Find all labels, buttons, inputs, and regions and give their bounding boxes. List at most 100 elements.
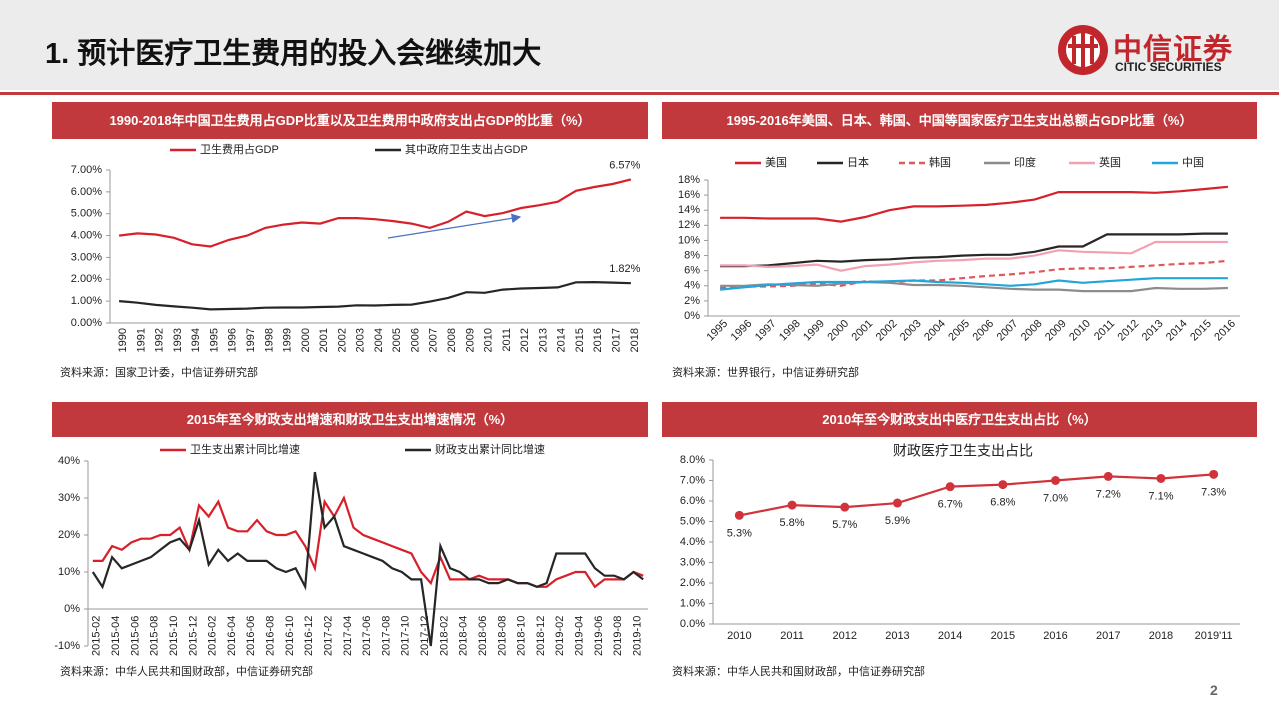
value-label: 6.7% — [938, 499, 963, 511]
legend-label: 韩国 — [929, 155, 951, 169]
value-label: 7.2% — [1096, 488, 1121, 500]
x-tick-label: 2016-06 — [245, 616, 257, 656]
x-tick-label: 2015-02 — [91, 616, 103, 656]
x-tick-label: 2019-10 — [631, 616, 643, 656]
x-tick-label: 1993 — [172, 328, 184, 352]
point — [945, 482, 955, 492]
x-tick-label: 1998 — [777, 318, 803, 344]
x-tick-label: 2018-10 — [516, 616, 528, 656]
legend-label: 中国 — [1182, 156, 1204, 169]
x-tick-label: 2015-10 — [168, 616, 180, 656]
x-tick-label: 2010 — [727, 630, 751, 642]
x-tick-label: 2004 — [922, 318, 948, 344]
x-tick-label: 2006 — [970, 318, 996, 344]
series-line — [118, 178, 632, 248]
y-tick-label: 1.0% — [680, 597, 705, 609]
x-tick-label: 2002 — [874, 318, 900, 344]
x-tick-label: 2009 — [464, 328, 476, 352]
y-tick-label: 8.0% — [680, 454, 705, 466]
x-tick-label: 2017-02 — [322, 616, 334, 656]
value-label: 7.0% — [1043, 492, 1068, 504]
x-tick-label: 2018-02 — [438, 616, 450, 656]
series-line — [720, 280, 1228, 293]
x-tick-label: 2017-08 — [380, 616, 392, 656]
y-tick-label: 5.0% — [680, 515, 705, 527]
x-tick-label: 2011 — [1092, 318, 1117, 343]
x-tick-label: 2008 — [446, 328, 458, 352]
x-tick-label: 2019-06 — [593, 616, 605, 656]
y-tick-label: 0.0% — [680, 618, 705, 630]
x-tick-label: 2001 — [318, 328, 330, 352]
y-tick-label: 0% — [684, 310, 700, 322]
header-rule — [0, 92, 1279, 95]
y-tick-label: 10% — [58, 566, 80, 578]
x-tick-label: 1992 — [154, 328, 166, 352]
series-line — [91, 471, 644, 647]
x-tick-label: 1996 — [227, 328, 239, 352]
x-tick-label: 2016 — [1043, 630, 1067, 642]
point — [998, 480, 1008, 490]
x-tick-label: 2015 — [991, 630, 1015, 642]
x-tick-label: 1999 — [801, 318, 827, 344]
x-tick-label: 1996 — [729, 318, 755, 344]
x-tick-label: 2015 — [574, 328, 586, 352]
x-tick-label: 2012 — [519, 328, 531, 352]
y-tick-label: 7.00% — [71, 164, 102, 176]
x-tick-label: 2009 — [1043, 318, 1069, 344]
point — [734, 510, 744, 520]
chart-title: 2015年至今财政支出增速和财政卫生支出增速情况（%） — [52, 402, 648, 437]
point — [787, 500, 797, 510]
x-tick-label: 2018 — [629, 328, 641, 352]
x-tick-label: 2015-06 — [129, 616, 141, 656]
legend-label: 财政支出累计同比增速 — [435, 442, 545, 456]
legend-label: 英国 — [1099, 155, 1121, 169]
y-tick-label: 4.00% — [71, 229, 102, 241]
y-tick-label: 6.0% — [680, 495, 705, 507]
x-tick-label: 2014 — [556, 328, 568, 352]
x-tick-label: 1995 — [208, 328, 220, 352]
x-tick-label: 2004 — [373, 328, 385, 352]
y-tick-label: 2.0% — [680, 577, 705, 589]
x-tick-label: 2018-06 — [477, 616, 489, 656]
x-tick-label: 2016 — [592, 328, 604, 352]
x-tick-label: 2011 — [780, 630, 804, 642]
source: 资料来源：中华人民共和国财政部，中信证券研究部 — [672, 666, 925, 678]
x-tick-label: 2019'11 — [1195, 630, 1233, 642]
value-label: 7.3% — [1201, 486, 1226, 498]
x-tick-label: 2017-04 — [342, 616, 354, 656]
y-tick-label: 14% — [678, 204, 700, 216]
y-tick-label: 3.0% — [680, 556, 705, 568]
trend-arrow — [387, 213, 522, 239]
legend-label: 卫生支出累计同比增速 — [190, 442, 300, 456]
x-tick-label: 2016 — [1212, 318, 1238, 344]
value-label: 6.57% — [609, 159, 640, 171]
x-tick-label: 1991 — [135, 328, 147, 352]
logo-en: CITIC SECURITIES — [1115, 60, 1222, 74]
x-tick-label: 2001 — [850, 318, 876, 344]
y-tick-label: 6% — [684, 265, 700, 277]
source: 资料来源：世界银行，中信证券研究部 — [672, 367, 859, 379]
x-tick-label: 2005 — [946, 318, 972, 344]
legend-label: 其中政府卫生支出占GDP — [405, 142, 528, 156]
x-tick-label: 2013 — [1140, 318, 1166, 344]
x-tick-label: 2017 — [610, 328, 622, 352]
x-tick-label: 1998 — [263, 328, 275, 352]
x-tick-label: 1997 — [245, 328, 257, 352]
series-line — [719, 277, 1228, 291]
legend-label: 财政医疗卫生支出占比 — [893, 443, 1033, 459]
page-number: 2 — [1210, 682, 1218, 698]
y-tick-label: 10% — [678, 234, 700, 246]
x-tick-label: 2008 — [1019, 318, 1045, 344]
x-tick-label: 2007 — [995, 318, 1021, 344]
logo-icon — [1058, 25, 1108, 75]
legend-label: 日本 — [847, 155, 869, 169]
x-tick-label: 2016-12 — [303, 616, 315, 656]
legend-label: 印度 — [1014, 155, 1036, 169]
y-tick-label: 2.00% — [71, 273, 102, 285]
y-tick-label: 0.00% — [71, 317, 102, 329]
x-tick-label: 2017-06 — [361, 616, 373, 656]
value-label: 6.8% — [990, 497, 1015, 509]
x-tick-label: 2013 — [537, 328, 549, 352]
legend-label: 卫生费用占GDP — [200, 142, 279, 156]
